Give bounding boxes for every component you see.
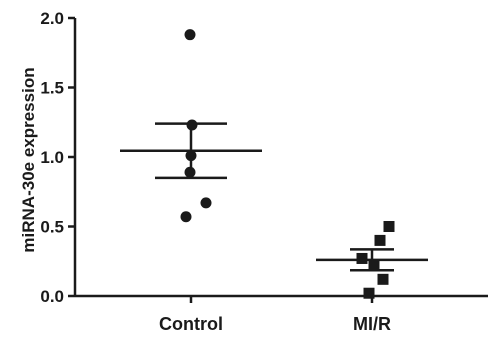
data-point-circle <box>180 211 192 223</box>
x-category-label: MI/R <box>353 314 391 334</box>
y-tick-label: 1.5 <box>40 79 64 98</box>
data-point-circle <box>185 150 197 162</box>
data-point-circle <box>200 197 212 209</box>
y-axis-label: miRNA-30e expression <box>19 67 38 252</box>
data-point-square <box>383 221 395 232</box>
axes: 0.0 0.5 1.0 1.5 2.0 Control MI/R <box>40 9 488 334</box>
data-point-circle <box>184 29 196 41</box>
y-tick-label: 0.0 <box>40 287 64 306</box>
data-point-square <box>368 259 380 271</box>
y-tick-label: 1.0 <box>40 148 64 167</box>
y-tick-label: 2.0 <box>40 9 64 28</box>
x-category-label: Control <box>159 314 223 334</box>
data-point-square <box>356 252 368 264</box>
data-point-circle <box>186 119 198 131</box>
data-point-square <box>377 273 389 285</box>
data-point-square <box>374 234 386 246</box>
data-point-square <box>363 287 375 299</box>
chart-marks <box>120 29 428 299</box>
data-point-circle <box>184 166 196 178</box>
y-tick-label: 0.5 <box>40 218 64 237</box>
